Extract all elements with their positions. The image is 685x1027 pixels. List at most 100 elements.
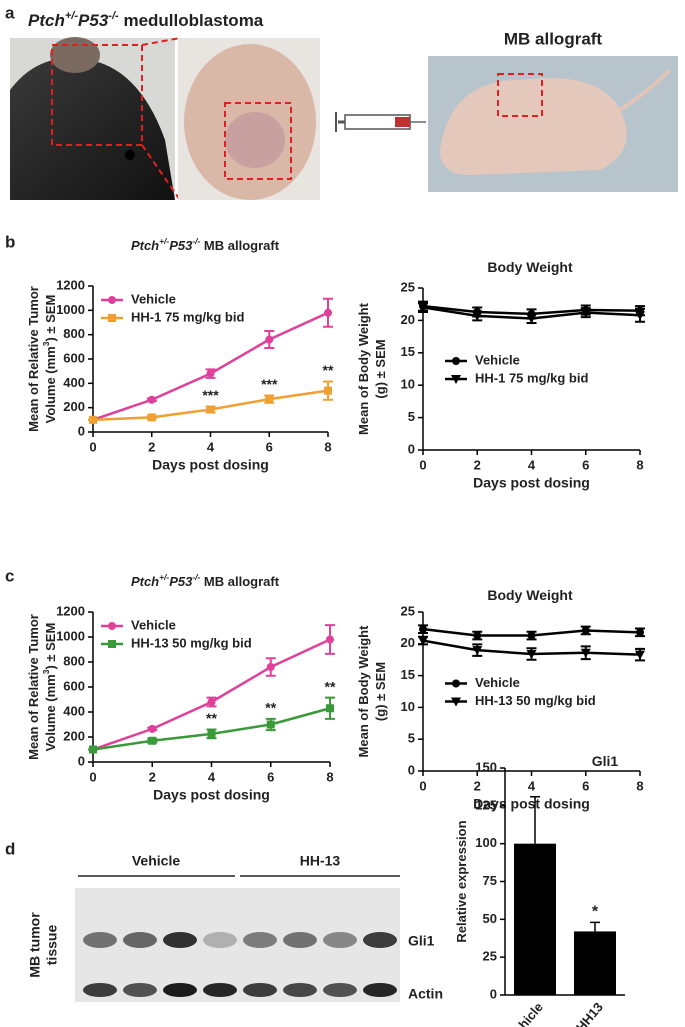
series-line — [92, 311, 329, 422]
y-tick-label: 10 — [401, 699, 415, 714]
marker — [89, 745, 97, 754]
band — [203, 932, 237, 948]
y-axis-label: Mean of Body Weight — [356, 625, 371, 758]
chart-title: Ptch+/-P53-/- MB allograft — [131, 572, 280, 589]
legend-label: HH-13 50 mg/kg bid — [475, 693, 596, 708]
marker — [473, 631, 482, 640]
significance: *** — [261, 376, 278, 392]
text-part: Relative expression — [454, 820, 469, 942]
group-label: HH-13 — [300, 853, 341, 869]
y-tick-label: 1200 — [56, 603, 85, 618]
x-tick-label: 8 — [324, 439, 331, 454]
marker — [108, 640, 116, 648]
roi-line — [141, 144, 181, 201]
marker — [580, 308, 591, 318]
text-part: Mean of Relative Tumor — [26, 614, 41, 760]
marker — [635, 650, 645, 660]
band — [83, 983, 117, 997]
marker — [419, 625, 427, 634]
text-part: (g) ± SEM — [373, 339, 388, 398]
y-tick-label: 0 — [490, 986, 497, 1001]
y-tick-label: 125 — [475, 797, 497, 812]
y-axis-label: Mean of Body Weight — [356, 302, 371, 435]
y-tick-label: 15 — [401, 344, 415, 359]
significance: * — [592, 904, 599, 921]
band — [163, 932, 197, 948]
y-axis-label: Volume (mm3) ± SEM — [41, 623, 58, 752]
x-tick-label: 4 — [207, 439, 215, 454]
y-tick-label: 25 — [483, 949, 497, 964]
marker — [206, 405, 215, 414]
y-axis-label: (g) ± SEM — [373, 339, 388, 398]
y-tick-label: 1000 — [56, 302, 85, 317]
nude-mouse — [440, 78, 627, 175]
panel-title: Ptch+/-P53-/- medulloblastoma — [28, 10, 264, 31]
x-tick-label: 0 — [89, 439, 96, 454]
marker — [148, 724, 157, 733]
y-tick-label: 20 — [401, 635, 415, 650]
panel-letter: d — [5, 839, 15, 858]
roi-line — [141, 37, 181, 46]
band — [123, 983, 157, 997]
y-tick-label: 0 — [78, 423, 85, 438]
y-tick-label: 800 — [63, 653, 85, 668]
band-label: Gli1 — [408, 933, 435, 949]
x-tick-label: 0 — [419, 457, 426, 472]
text-part: Gli1 — [592, 753, 619, 769]
band — [123, 932, 157, 948]
significance: ** — [325, 678, 336, 694]
marker — [207, 698, 216, 706]
band — [323, 932, 357, 948]
x-tick-label: 4 — [528, 778, 536, 793]
text-part: -/- — [192, 236, 200, 246]
x-axis-label: Days post dosing — [473, 475, 590, 491]
x-tick-label: 8 — [636, 457, 643, 472]
y-tick-label: 1200 — [56, 277, 85, 292]
y-tick-label: 50 — [483, 911, 497, 926]
marker — [206, 369, 215, 378]
marker — [418, 636, 428, 646]
band — [283, 983, 317, 997]
x-tick-label: Vehicle — [506, 999, 546, 1027]
text-part: Volume (mm — [43, 346, 58, 423]
error-bar — [590, 921, 600, 932]
y-tick-label: 5 — [408, 731, 415, 746]
x-tick-label: 4 — [208, 769, 216, 784]
legend-label: HH-1 75 mg/kg bid — [475, 370, 588, 385]
text-part: Body Weight — [487, 587, 573, 603]
x-tick-label: 4 — [528, 457, 536, 472]
significance: *** — [202, 387, 219, 403]
text-part: +/- — [159, 572, 169, 582]
y-tick-label: 25 — [401, 603, 415, 618]
text-part: -/- — [192, 572, 200, 582]
y-tick-label: 400 — [63, 703, 85, 718]
band — [83, 932, 117, 948]
marker — [108, 314, 116, 322]
bands — [83, 932, 397, 997]
y-axis-label: (g) ± SEM — [373, 662, 388, 721]
x-tick-label: 0 — [89, 769, 96, 784]
marker — [326, 704, 334, 713]
y-axis-label: Relative expression — [454, 820, 469, 942]
legend-label: Vehicle — [475, 675, 520, 690]
y-tick-label: 0 — [408, 762, 415, 777]
band — [363, 932, 397, 948]
tumor — [225, 112, 285, 168]
tissue-label: MB tumor — [27, 912, 43, 978]
marker — [451, 697, 461, 707]
y-tick-label: 150 — [475, 759, 497, 774]
y-tick-label: 0 — [78, 753, 85, 768]
x-tick-label: 6 — [267, 769, 274, 784]
band-label: Actin — [408, 986, 443, 1002]
marker — [452, 679, 460, 688]
x-axis-label: Days post dosing — [153, 787, 270, 803]
panel-letter: c — [5, 566, 14, 585]
text-part: Ptch — [131, 238, 159, 253]
marker — [89, 415, 97, 424]
marker — [324, 308, 332, 317]
y-tick-label: 0 — [408, 441, 415, 456]
legend-label: Vehicle — [475, 352, 520, 367]
significance: ** — [206, 710, 217, 726]
text-part: Body Weight — [487, 259, 573, 275]
bar — [514, 843, 556, 995]
